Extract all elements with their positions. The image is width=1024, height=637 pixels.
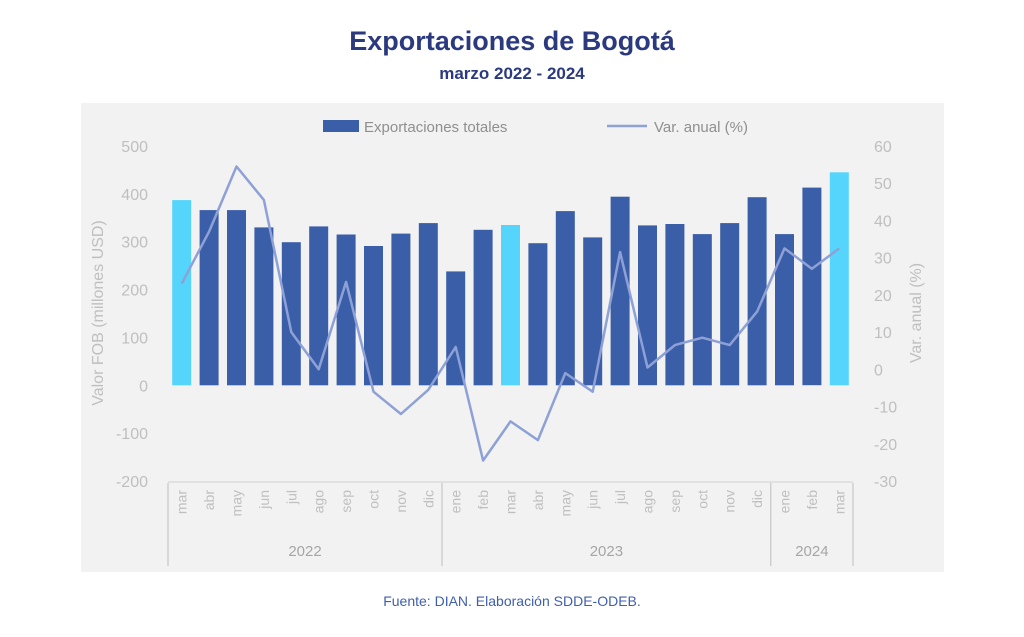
bar-mar-12 [501,225,520,386]
x-tick-mar-12: mar [503,490,519,514]
bar-nov-20 [720,223,740,386]
bar-oct-19 [692,234,712,386]
y-left-tick-3: 200 [121,283,148,300]
bar-abr-13 [528,243,548,386]
x-tick-may-14: may [557,490,573,516]
x-tick-sep-6: sep [338,490,354,513]
y-right-tick-8: -20 [874,437,897,454]
x-tick-may-2: may [229,490,245,516]
year-label-2024: 2024 [795,543,828,560]
x-tick-mar-0: mar [174,490,190,514]
year-label-2022: 2022 [288,543,321,560]
x-tick-dic-21: dic [749,490,765,508]
x-tick-mar-24: mar [831,490,847,514]
x-tick-oct-7: oct [366,490,382,509]
bar-feb-23 [802,187,822,386]
y-right-tick-9: -30 [874,474,897,491]
bar-ene-10 [446,271,466,386]
chart-title: Exportaciones de Bogotá [349,26,675,56]
year-label-2023: 2023 [590,543,623,560]
bar-nov-8 [391,233,411,386]
x-tick-ago-5: ago [311,490,327,514]
bar-may-2 [227,210,246,386]
legend-line-label: Var. anual (%) [654,119,748,136]
bar-sep-18 [665,224,685,386]
x-tick-abr-13: abr [530,490,546,511]
source-note: Fuente: DIAN. Elaboración SDDE-ODEB. [383,593,641,609]
y-left-tick-5: 0 [139,378,148,395]
x-tick-ene-10: ene [448,490,464,514]
y-left-tick-0: 500 [121,139,148,156]
chart-subtitle: marzo 2022 - 2024 [439,64,585,83]
bar-sep-6 [336,234,356,386]
bar-ene-22 [775,234,794,386]
legend-bar-swatch [323,120,359,132]
bar-dic-21 [747,197,767,386]
y-left-tick-1: 400 [121,187,148,204]
bar-mar-24 [829,172,849,386]
bar-may-14 [555,211,575,386]
y-right-tick-7: -10 [874,400,897,417]
y-right-tick-5: 10 [874,325,892,342]
x-tick-oct-19: oct [694,490,710,509]
legend-bar-label: Exportaciones totales [364,119,507,136]
y-left-tick-7: -200 [116,474,148,491]
x-tick-dic-9: dic [420,490,436,508]
y-left-axis-label: Valor FOB (millones USD) [90,220,107,406]
y-right-tick-2: 40 [874,213,892,230]
x-tick-nov-20: nov [722,490,738,513]
x-tick-jul-4: jul [283,490,299,505]
bar-dic-9 [418,223,438,386]
x-tick-feb-11: feb [475,490,491,510]
bar-oct-7 [364,246,383,386]
x-tick-ene-22: ene [777,490,793,514]
y-right-tick-0: 60 [874,139,892,156]
bar-abr-1 [199,210,219,386]
x-tick-ago-17: ago [640,490,656,514]
y-right-tick-1: 50 [874,176,892,193]
x-tick-nov-8: nov [393,490,409,513]
y-left-tick-2: 300 [121,235,148,252]
bar-jun-15 [583,237,603,386]
bar-jun-3 [254,227,274,386]
x-tick-jul-16: jul [612,490,628,505]
x-tick-jun-15: jun [585,490,601,510]
y-left-tick-6: -100 [116,426,148,443]
x-tick-feb-23: feb [804,490,820,510]
y-right-tick-6: 0 [874,362,883,379]
y-right-tick-4: 20 [874,288,892,305]
y-right-axis-label: Var. anual (%) [908,263,925,363]
y-right-tick-3: 30 [874,251,892,268]
x-tick-abr-1: abr [201,490,217,511]
bar-ago-5 [309,226,329,386]
bar-mar-0 [172,200,192,386]
bar-jul-16 [610,196,630,386]
bar-jul-4 [281,242,301,386]
x-tick-sep-18: sep [667,490,683,513]
x-tick-jun-3: jun [256,490,272,510]
bar-feb-11 [473,229,493,386]
y-left-tick-4: 100 [121,330,148,347]
legend: Exportaciones totales Var. anual (%) [323,119,748,136]
